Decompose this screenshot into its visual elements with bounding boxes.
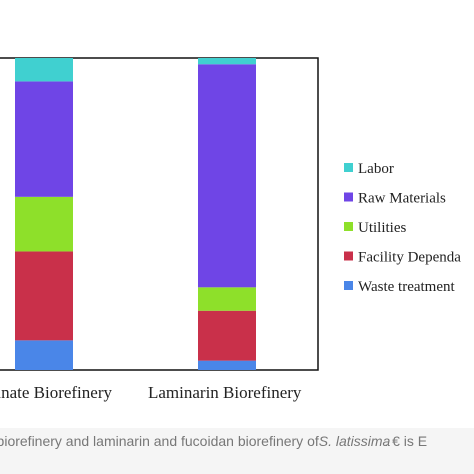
bar-segment-raw-materials-1 bbox=[198, 64, 256, 288]
legend-label-4: Waste treatment bbox=[358, 279, 455, 295]
legend: Labor Raw Materials Utilities Facility Depe… bbox=[344, 161, 461, 295]
caption-species: S. latissima bbox=[318, 433, 391, 449]
bar-segment-labor-0 bbox=[15, 58, 73, 82]
figure-caption: - biorefinery and laminarin and fucoidan… bbox=[0, 428, 474, 474]
legend-swatch-1 bbox=[344, 192, 353, 202]
bar-segment-waste-treatment-1 bbox=[198, 360, 256, 370]
legend-label-1: Raw Materials bbox=[358, 191, 446, 207]
bar-segment-utilities-1 bbox=[198, 287, 256, 311]
x-tick-label-0: inate Biorefinery bbox=[0, 383, 112, 402]
legend-swatch-4 bbox=[344, 281, 353, 290]
bar-segment-waste-treatment-0 bbox=[15, 340, 73, 370]
bar-segment-facility-dependa-1 bbox=[198, 310, 256, 361]
x-tick-labels: inate Biorefinery Laminarin Biorefinery bbox=[0, 383, 302, 402]
x-tick-label-1: Laminarin Biorefinery bbox=[148, 383, 302, 402]
bars-group bbox=[15, 58, 256, 370]
bar-segment-labor-1 bbox=[198, 58, 256, 65]
caption-text-2: . € is E bbox=[384, 433, 428, 449]
legend-swatch-3 bbox=[344, 251, 353, 261]
plot-frame bbox=[0, 57, 319, 371]
caption-text-1: - biorefinery and laminarin and fucoidan… bbox=[0, 433, 319, 449]
legend-swatch-0 bbox=[344, 163, 353, 172]
legend-label-0: Labor bbox=[358, 161, 394, 177]
bar-segment-facility-dependa-0 bbox=[15, 251, 73, 341]
bar-segment-raw-materials-0 bbox=[15, 81, 73, 197]
bar-segment-utilities-0 bbox=[15, 196, 73, 252]
legend-swatch-2 bbox=[344, 222, 353, 231]
legend-label-2: Utilities bbox=[358, 220, 406, 236]
legend-label-3: Facility Dependa bbox=[358, 250, 461, 266]
